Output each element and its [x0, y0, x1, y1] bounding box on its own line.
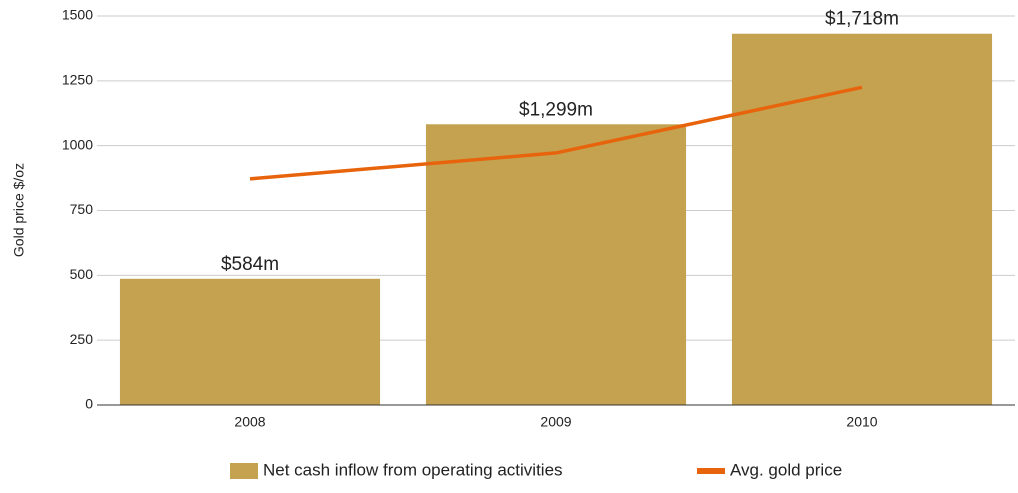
data-label: $1,299m [519, 99, 593, 120]
legend-swatch [230, 463, 258, 479]
y-tick-label: 500 [70, 266, 94, 282]
line [249, 85, 863, 181]
data-label: $1,718m [825, 9, 899, 30]
y-tick-label: 0 [85, 396, 93, 412]
y-tick-label: 750 [70, 201, 94, 217]
legend-swatch [697, 468, 725, 474]
bar [425, 124, 687, 405]
y-tick-label: 1250 [62, 72, 93, 88]
bar [119, 278, 381, 405]
x-tick-label: 2010 [846, 414, 877, 430]
legend-label: Avg. gold price [730, 460, 842, 479]
bar [731, 33, 993, 406]
x-tick-label: 2009 [540, 414, 571, 430]
legend-label: Net cash inflow from operating activitie… [263, 460, 563, 479]
data-label: $584m [221, 254, 279, 275]
x-tick-label: 2008 [234, 414, 265, 430]
y-axis-label: Gold price $/oz [11, 163, 27, 257]
y-tick-label: 1000 [62, 136, 93, 152]
y-tick-label: 1500 [62, 7, 93, 23]
y-tick-label: 250 [70, 331, 94, 347]
